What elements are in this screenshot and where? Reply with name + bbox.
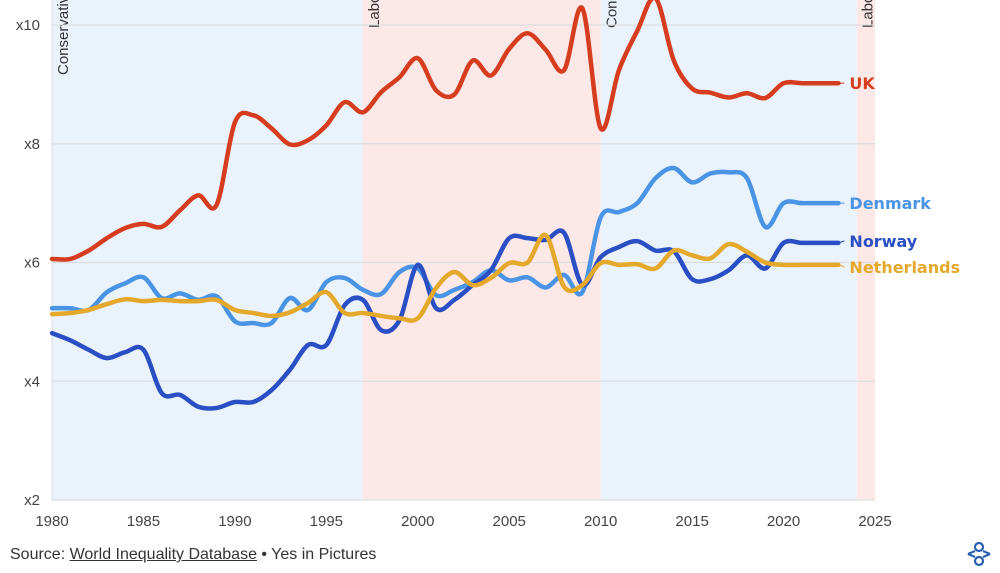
region-labour: [856, 0, 875, 500]
series-line-norway: [49, 228, 841, 411]
y-tick-label: x4: [24, 373, 40, 390]
series-label-norway: Norway: [849, 232, 917, 251]
x-tick-label: 2010: [584, 513, 617, 530]
chart: Conservative Labour Conservative Labour x2 x…: [16, 0, 960, 530]
y-tick-label: x2: [24, 492, 40, 509]
series-label-netherlands: Netherlands: [849, 258, 960, 277]
x-tick-label: 1990: [218, 513, 251, 530]
series-line-netherlands: [49, 232, 841, 323]
region-labour: [362, 0, 601, 500]
series-line-denmark: [49, 165, 841, 328]
x-tick-label: 1985: [127, 513, 160, 530]
x-tick-label: 2025: [858, 513, 891, 530]
y-tick-label: x10: [16, 17, 40, 34]
y-tick-label: x6: [24, 255, 40, 272]
y-tick-label: x8: [24, 136, 40, 153]
series-label-uk: UK: [849, 74, 875, 93]
x-tick-label: 2005: [493, 513, 526, 530]
region-label: Labour: [860, 0, 877, 28]
x-tick-label: 1995: [310, 513, 343, 530]
series-label-denmark: Denmark: [849, 194, 931, 213]
series-line-uk: [49, 0, 841, 262]
source-link[interactable]: World Inequality Database: [69, 546, 257, 563]
source-footer: Source: World Inequality Database • Yes …: [10, 546, 376, 564]
source-prefix: Source:: [10, 546, 70, 563]
separator: •: [256, 546, 272, 563]
x-tick-label: 1980: [35, 513, 68, 530]
yes-in-pictures-logo-icon: [967, 541, 991, 567]
region-label: Labour: [366, 0, 383, 28]
x-tick-label: 2015: [675, 513, 708, 530]
label-connector: [838, 240, 845, 244]
publisher: Yes in Pictures: [271, 546, 377, 563]
x-tick-label: 2020: [767, 513, 800, 530]
region-conservative: [52, 0, 363, 500]
region-conservative: [600, 0, 857, 500]
label-connector: [838, 264, 845, 268]
region-label: Conservative: [604, 0, 621, 28]
x-tick-label: 2000: [401, 513, 434, 530]
region-label: Conservative: [55, 0, 72, 75]
